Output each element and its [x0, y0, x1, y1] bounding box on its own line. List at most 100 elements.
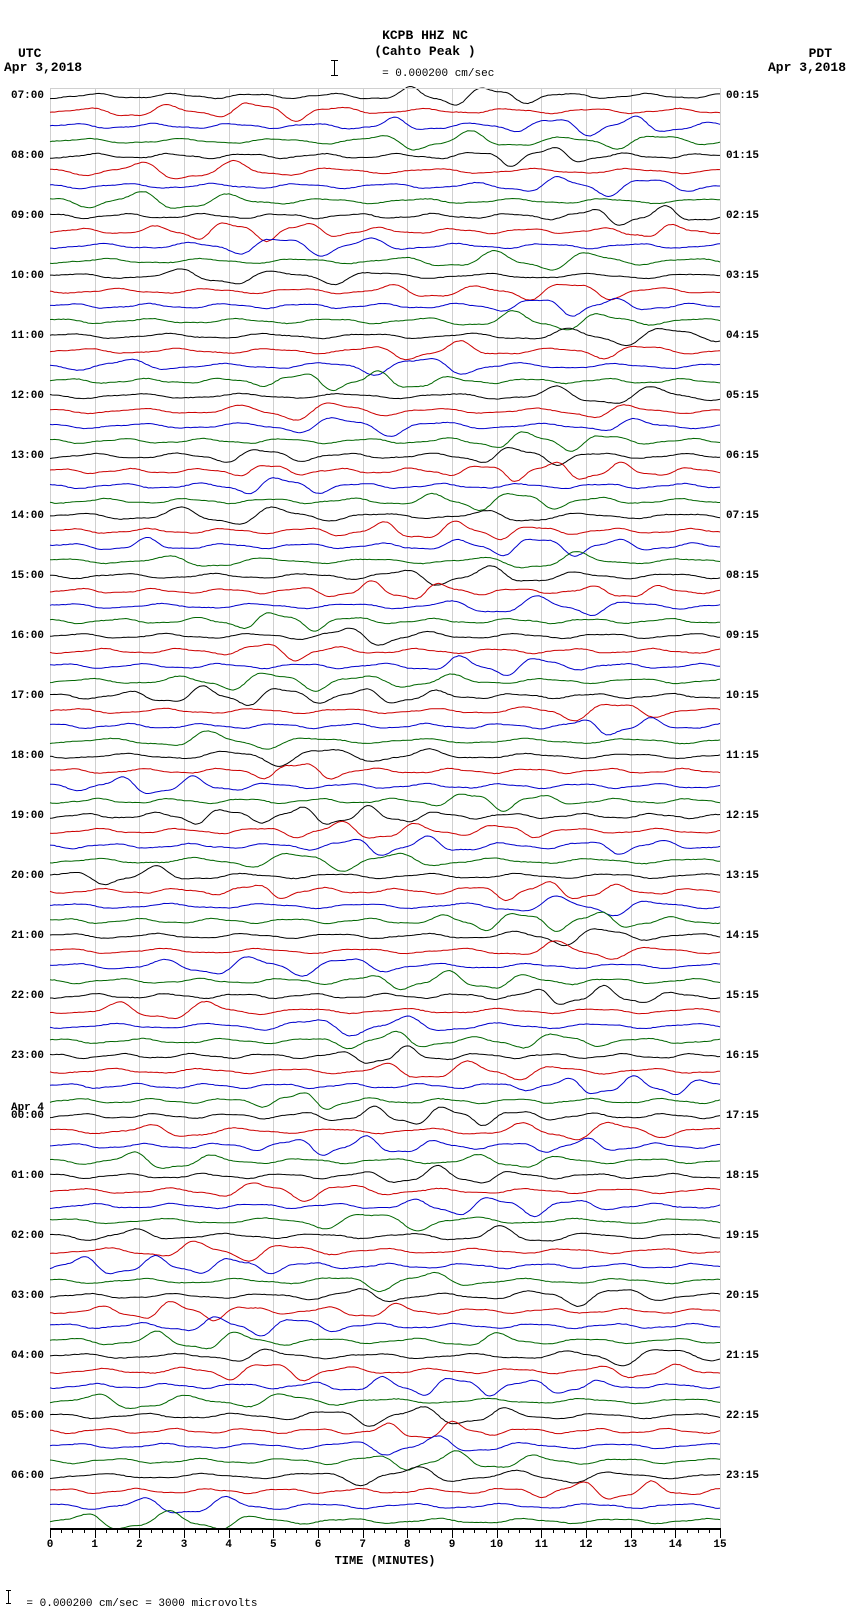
x-tick-minor — [553, 1528, 554, 1533]
pdt-time-label: 21:15 — [726, 1350, 759, 1362]
x-tick-minor — [709, 1528, 710, 1533]
x-tick — [229, 1528, 230, 1538]
x-tick — [363, 1528, 364, 1538]
x-tick-minor — [72, 1528, 73, 1533]
x-tick-label: 14 — [669, 1539, 682, 1551]
date-change-marker: Apr 4 — [11, 1102, 44, 1114]
x-tick-minor — [173, 1528, 174, 1533]
x-tick-minor — [84, 1528, 85, 1533]
utc-time-label: 11:00 — [11, 330, 44, 342]
pdt-time-label: 01:15 — [726, 150, 759, 162]
pdt-time-label: 05:15 — [726, 390, 759, 402]
x-tick-minor — [441, 1528, 442, 1533]
pdt-time-label: 00:15 — [726, 90, 759, 102]
x-tick-minor — [620, 1528, 621, 1533]
x-tick-minor — [508, 1528, 509, 1533]
x-tick — [273, 1528, 274, 1538]
x-tick-minor — [687, 1528, 688, 1533]
x-tick — [675, 1528, 676, 1538]
x-tick-label: 13 — [624, 1539, 637, 1551]
utc-time-label: 18:00 — [11, 750, 44, 762]
utc-time-label: 05:00 — [11, 1410, 44, 1422]
pdt-time-label: 04:15 — [726, 330, 759, 342]
footer-scale-text: = 0.000200 cm/sec = 3000 microvolts — [0, 1598, 257, 1610]
date-left: Apr 3,2018 — [4, 60, 82, 75]
pdt-time-label: 03:15 — [726, 270, 759, 282]
x-tick — [586, 1528, 587, 1538]
x-tick-minor — [195, 1528, 196, 1533]
x-tick-minor — [340, 1528, 341, 1533]
x-tick-minor — [396, 1528, 397, 1533]
x-tick-minor — [419, 1528, 420, 1533]
x-tick — [139, 1528, 140, 1538]
x-axis-title: TIME (MINUTES) — [50, 1554, 720, 1568]
x-tick-minor — [575, 1528, 576, 1533]
utc-time-label: 12:00 — [11, 390, 44, 402]
timezone-left: UTC — [18, 46, 41, 61]
utc-time-label: 01:00 — [11, 1170, 44, 1182]
x-tick-label: 5 — [270, 1539, 277, 1551]
utc-time-label: 19:00 — [11, 810, 44, 822]
pdt-time-label: 14:15 — [726, 930, 759, 942]
x-tick-minor — [128, 1528, 129, 1533]
x-tick-minor — [430, 1528, 431, 1533]
x-tick-minor — [664, 1528, 665, 1533]
x-tick-minor — [206, 1528, 207, 1533]
x-tick-minor — [61, 1528, 62, 1533]
x-tick-minor — [374, 1528, 375, 1533]
x-tick-label: 8 — [404, 1539, 411, 1551]
x-tick-minor — [385, 1528, 386, 1533]
pdt-time-label: 07:15 — [726, 510, 759, 522]
x-tick-label: 1 — [91, 1539, 98, 1551]
pdt-time-label: 16:15 — [726, 1050, 759, 1062]
utc-time-label: 15:00 — [11, 570, 44, 582]
x-tick-label: 0 — [47, 1539, 54, 1551]
utc-time-label: 20:00 — [11, 870, 44, 882]
plot-top-border — [50, 88, 720, 89]
pdt-time-label: 08:15 — [726, 570, 759, 582]
x-tick-label: 2 — [136, 1539, 143, 1551]
x-tick-label: 3 — [181, 1539, 188, 1551]
x-tick-label: 15 — [713, 1539, 726, 1551]
x-tick-minor — [106, 1528, 107, 1533]
x-tick-minor — [653, 1528, 654, 1533]
utc-time-label: 10:00 — [11, 270, 44, 282]
x-tick — [720, 1528, 721, 1538]
pdt-time-label: 18:15 — [726, 1170, 759, 1182]
pdt-time-label: 10:15 — [726, 690, 759, 702]
x-tick — [541, 1528, 542, 1538]
x-tick — [95, 1528, 96, 1538]
x-tick — [497, 1528, 498, 1538]
pdt-time-label: 19:15 — [726, 1230, 759, 1242]
x-tick-minor — [251, 1528, 252, 1533]
x-tick-label: 6 — [315, 1539, 322, 1551]
x-tick-minor — [329, 1528, 330, 1533]
utc-time-label: 22:00 — [11, 990, 44, 1002]
pdt-time-label: 11:15 — [726, 750, 759, 762]
x-tick-label: 7 — [359, 1539, 366, 1551]
x-tick — [631, 1528, 632, 1538]
x-tick-minor — [151, 1528, 152, 1533]
x-tick-minor — [240, 1528, 241, 1533]
utc-time-label: 16:00 — [11, 630, 44, 642]
timezone-right: PDT — [809, 46, 832, 61]
utc-time-label: 07:00 — [11, 90, 44, 102]
pdt-time-label: 13:15 — [726, 870, 759, 882]
pdt-time-label: 02:15 — [726, 210, 759, 222]
x-tick-minor — [296, 1528, 297, 1533]
pdt-time-label: 17:15 — [726, 1110, 759, 1122]
station-title: KCPB HHZ NC — [0, 28, 850, 43]
x-tick — [452, 1528, 453, 1538]
x-tick — [407, 1528, 408, 1538]
utc-time-label: 13:00 — [11, 450, 44, 462]
x-tick-minor — [117, 1528, 118, 1533]
date-right: Apr 3,2018 — [768, 60, 846, 75]
x-tick-minor — [352, 1528, 353, 1533]
utc-time-label: 02:00 — [11, 1230, 44, 1242]
utc-time-label: 04:00 — [11, 1350, 44, 1362]
utc-time-label: 03:00 — [11, 1290, 44, 1302]
x-tick — [50, 1528, 51, 1538]
x-tick-minor — [474, 1528, 475, 1533]
pdt-time-label: 12:15 — [726, 810, 759, 822]
x-tick-minor — [597, 1528, 598, 1533]
